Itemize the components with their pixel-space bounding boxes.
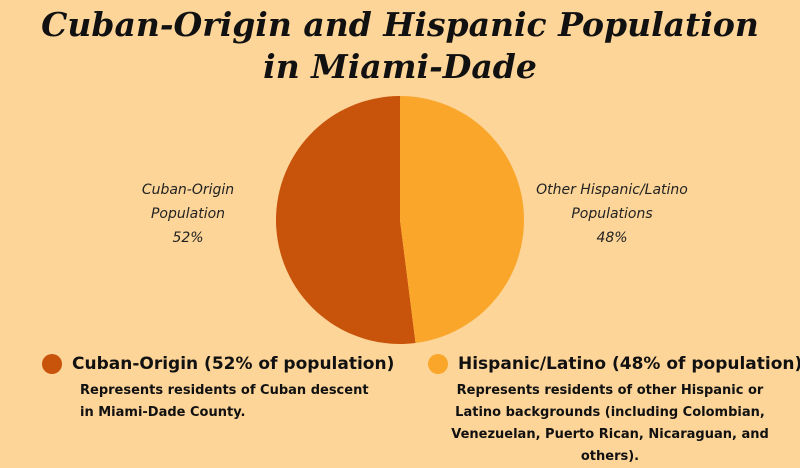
slice-value-label: 48% (596, 230, 628, 246)
pie-slice (400, 96, 524, 344)
slice-category: Cuban-Origin Population (141, 182, 235, 222)
legend-entry: Hispanic/Latino (48% of population) (428, 354, 800, 374)
slice-label: Other Hispanic/Latino Populations 48% (527, 178, 697, 250)
legend-label: Cuban-Origin (52% of population) (72, 354, 395, 374)
legend-swatch (42, 354, 62, 374)
legend-entry: Cuban-Origin (52% of population) (42, 354, 394, 374)
legend-description: Represents residents of other Hispanic o… (451, 383, 769, 464)
slice-label: Cuban-Origin Population 52% (103, 178, 273, 250)
pie-slice (275, 96, 416, 345)
legend-item: Cuban-Origin (52% of population) Represen… (42, 354, 394, 424)
infographic: Cuban-Origin and Hispanic Population in … (41, 5, 800, 464)
pie-chart (275, 96, 524, 345)
legend-description: Represents residents of Cuban descent in… (80, 383, 369, 420)
slice-value-label: 52% (172, 230, 204, 246)
slice-category: Other Hispanic/Latino Populations (536, 182, 688, 222)
chart-title: Cuban-Origin and Hispanic Population in … (41, 5, 759, 86)
legend-item: Hispanic/Latino (48% of population) Repre… (428, 354, 800, 468)
legend-label: Hispanic/Latino (48% of population) (458, 354, 800, 374)
legend-swatch (428, 354, 448, 374)
